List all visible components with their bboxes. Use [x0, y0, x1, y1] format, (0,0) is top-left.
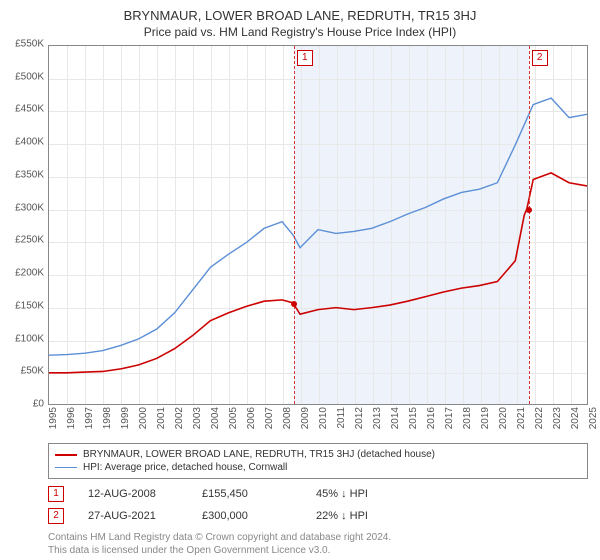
x-tick-label: 1998: [102, 407, 113, 429]
plot-area: 12: [48, 45, 588, 405]
x-tick-label: 2011: [336, 407, 347, 429]
x-tick-label: 2012: [354, 407, 365, 429]
event-date: 12-AUG-2008: [88, 488, 178, 500]
x-tick-label: 1997: [84, 407, 95, 429]
event-row: 1 12-AUG-2008 £155,450 45% ↓ HPI: [48, 483, 588, 505]
legend: BRYNMAUR, LOWER BROAD LANE, REDRUTH, TR1…: [48, 443, 588, 479]
y-tick-label: £0: [33, 399, 44, 410]
x-tick-label: 2024: [570, 407, 581, 429]
footer-line-1: Contains HM Land Registry data © Crown c…: [48, 531, 588, 544]
footer-line-2: This data is licensed under the Open Gov…: [48, 544, 588, 557]
x-tick-label: 2000: [138, 407, 149, 429]
x-tick-label: 2007: [264, 407, 275, 429]
events-table: 1 12-AUG-2008 £155,450 45% ↓ HPI 2 27-AUG-202…: [48, 483, 588, 527]
x-tick-label: 2022: [534, 407, 545, 429]
event-badge: 2: [48, 508, 64, 524]
x-tick-label: 2009: [300, 407, 311, 429]
marker-badge-1: 1: [297, 50, 313, 66]
x-tick-label: 2010: [318, 407, 329, 429]
y-tick-label: £150K: [15, 300, 44, 311]
x-tick-label: 2025: [588, 407, 599, 429]
marker-line-1: [294, 46, 295, 404]
y-tick-label: £450K: [15, 104, 44, 115]
x-tick-label: 1995: [48, 407, 59, 429]
event-date: 27-AUG-2021: [88, 510, 178, 522]
y-tick-label: £200K: [15, 268, 44, 279]
y-tick-label: £100K: [15, 333, 44, 344]
y-tick-label: £250K: [15, 235, 44, 246]
y-axis: £0£50K£100K£150K£200K£250K£300K£350K£400…: [0, 44, 48, 404]
legend-label: BRYNMAUR, LOWER BROAD LANE, REDRUTH, TR1…: [83, 449, 435, 460]
marker-badge-2: 2: [532, 50, 548, 66]
x-tick-label: 2001: [156, 407, 167, 429]
x-tick-label: 2017: [444, 407, 455, 429]
y-tick-label: £350K: [15, 169, 44, 180]
x-tick-label: 1996: [66, 407, 77, 429]
chart-subtitle: Price paid vs. HM Land Registry's House …: [0, 23, 600, 45]
event-delta: 45% ↓ HPI: [316, 488, 406, 500]
x-tick-label: 2013: [372, 407, 383, 429]
event-delta: 22% ↓ HPI: [316, 510, 406, 522]
marker-dot-1: [291, 301, 297, 307]
legend-item: BRYNMAUR, LOWER BROAD LANE, REDRUTH, TR1…: [55, 448, 581, 461]
event-price: £300,000: [202, 510, 292, 522]
series-hpi: [49, 98, 587, 355]
y-tick-label: £50K: [21, 366, 44, 377]
y-tick-label: £500K: [15, 71, 44, 82]
x-tick-label: 2005: [228, 407, 239, 429]
x-tick-label: 2014: [390, 407, 401, 429]
x-tick-label: 2021: [516, 407, 527, 429]
x-tick-label: 1999: [120, 407, 131, 429]
legend-item: HPI: Average price, detached house, Corn…: [55, 461, 581, 474]
chart-title: BRYNMAUR, LOWER BROAD LANE, REDRUTH, TR1…: [0, 0, 600, 23]
legend-label: HPI: Average price, detached house, Corn…: [83, 462, 287, 473]
footer-attribution: Contains HM Land Registry data © Crown c…: [48, 531, 588, 557]
marker-dot-2: [526, 207, 532, 213]
x-tick-label: 2020: [498, 407, 509, 429]
x-tick-label: 2002: [174, 407, 185, 429]
x-tick-label: 2018: [462, 407, 473, 429]
x-tick-label: 2023: [552, 407, 563, 429]
x-tick-label: 2016: [426, 407, 437, 429]
x-axis: 1995 1996 1997 1998 1999 2000 2001 2002 2003 2004…: [48, 405, 588, 437]
x-tick-label: 2006: [246, 407, 257, 429]
legend-swatch: [55, 467, 77, 468]
x-tick-label: 2003: [192, 407, 203, 429]
y-tick-label: £300K: [15, 202, 44, 213]
x-tick-label: 2019: [480, 407, 491, 429]
legend-swatch: [55, 454, 77, 456]
y-tick-label: £550K: [15, 39, 44, 50]
x-tick-label: 2008: [282, 407, 293, 429]
x-tick-label: 2015: [408, 407, 419, 429]
line-series-svg: [49, 46, 587, 404]
event-badge: 1: [48, 486, 64, 502]
marker-line-2: [529, 46, 530, 404]
event-row: 2 27-AUG-2021 £300,000 22% ↓ HPI: [48, 505, 588, 527]
y-tick-label: £400K: [15, 137, 44, 148]
x-tick-label: 2004: [210, 407, 221, 429]
chart-container: BRYNMAUR, LOWER BROAD LANE, REDRUTH, TR1…: [0, 0, 600, 560]
event-price: £155,450: [202, 488, 292, 500]
